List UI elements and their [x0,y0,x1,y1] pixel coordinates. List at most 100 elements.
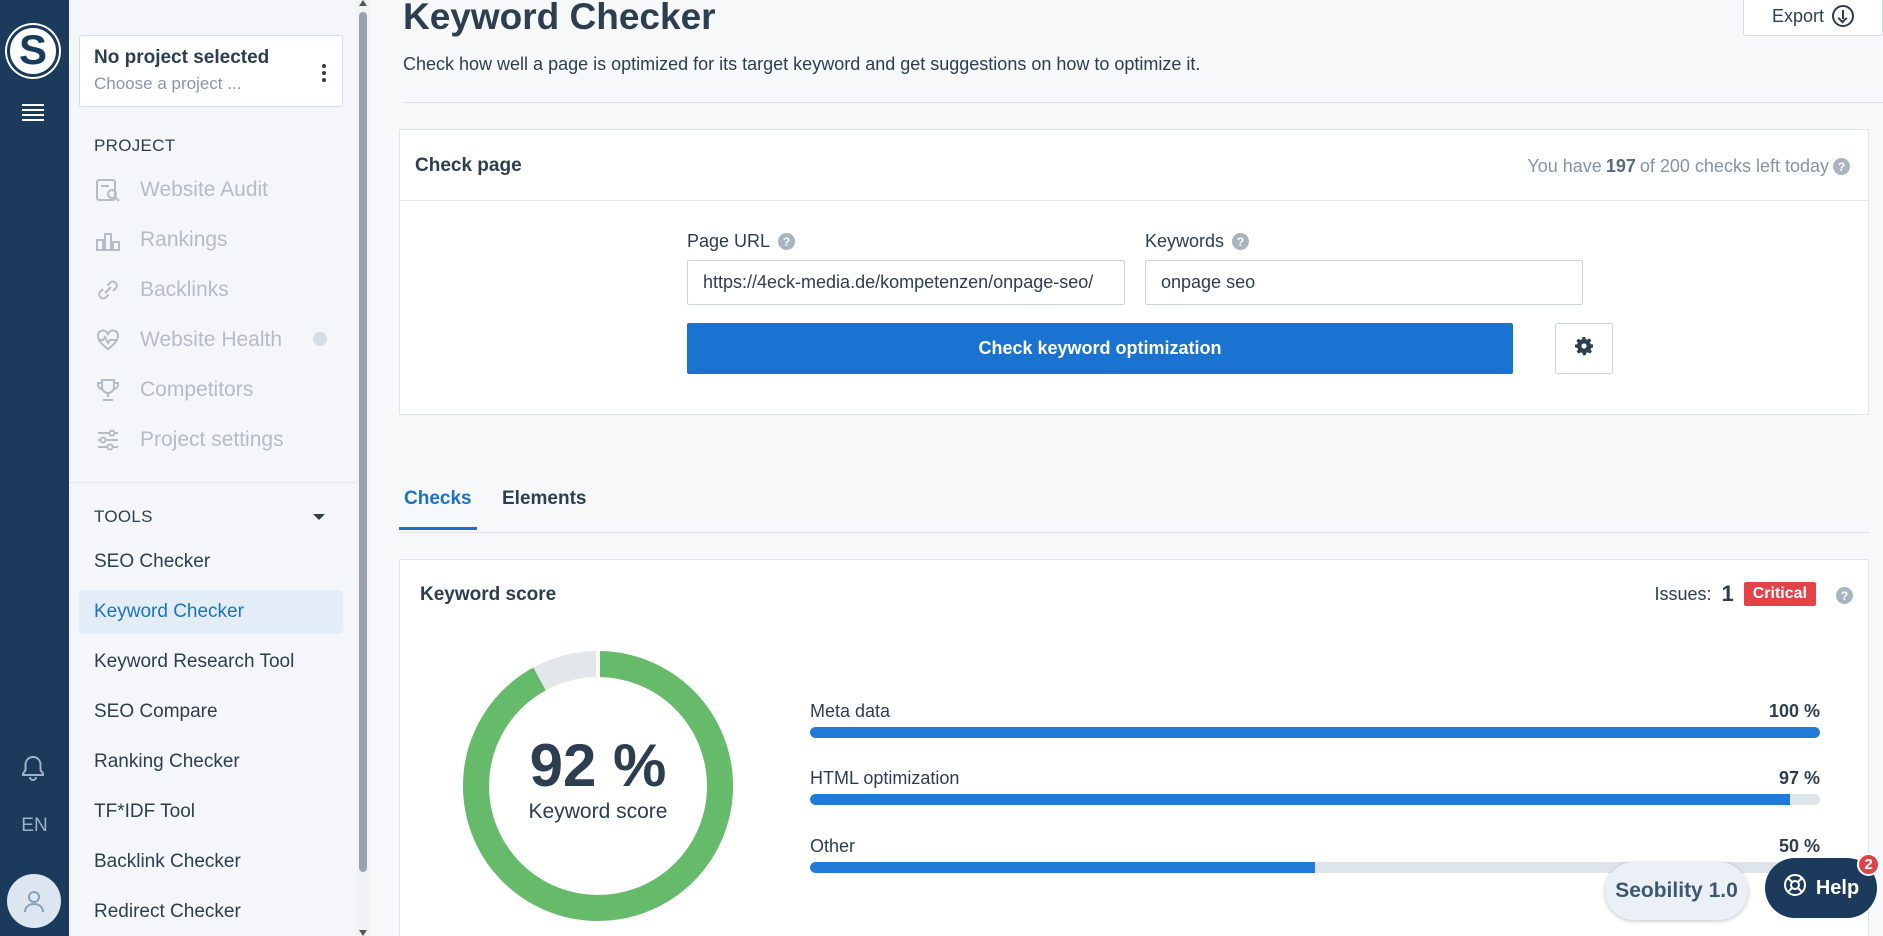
seobility-logo[interactable]: S [7,25,59,77]
heart-pulse-icon [94,326,122,354]
scroll-up-icon[interactable] [359,0,367,6]
sidebar-tool-seo-checker[interactable]: SEO Checker [94,551,211,572]
keyword-score-title: Keyword score [420,584,557,605]
gear-icon [1572,334,1596,363]
download-icon [1832,5,1855,27]
quota-count: 197 [1605,156,1636,176]
sidebar-item-backlinks[interactable]: Backlinks [94,275,229,305]
main-content: Keyword Checker Check how well a page is… [369,0,1883,936]
menu-icon[interactable] [22,104,44,122]
sidebar-item-label: Competitors [140,378,254,401]
user-avatar-icon[interactable] [7,874,61,928]
sidebar-tool-backlink-checker[interactable]: Backlink Checker [94,851,241,872]
audit-icon [94,176,122,204]
score-row-percent: 100 % [1768,701,1820,721]
check-keyword-optimization-button[interactable]: Check keyword optimization [687,323,1513,374]
sidebar-tool-keyword-checker[interactable]: Keyword Checker [79,590,343,634]
scroll-down-icon[interactable] [359,930,367,936]
score-row-label: Meta data [810,701,891,721]
keywords-input[interactable] [1145,260,1583,305]
keyword-score-donut [463,648,733,921]
sidebar-item-website-audit[interactable]: Website Audit [94,175,268,205]
sidebar-tool-seo-compare[interactable]: SEO Compare [94,701,218,722]
progress-track [810,862,1820,873]
page-url-label: Page URL ? [687,231,796,252]
sidebar-tool-redirect-checker[interactable]: Redirect Checker [94,901,241,922]
lifebuoy-icon [1783,873,1807,903]
trophy-icon [94,376,122,404]
bell-icon[interactable] [20,754,46,782]
page-url-input[interactable] [687,260,1125,305]
progress-fill [810,727,1820,738]
quota-prefix: You have [1527,156,1602,176]
rankings-icon [94,226,122,254]
help-label: Help [1815,876,1860,899]
sidebar-item-website-health[interactable]: Website Health [94,325,282,355]
language-switch[interactable]: EN [21,815,48,836]
sidebar-item-label: Website Health [140,328,283,351]
keywords-label-text: Keywords [1145,231,1225,251]
project-selector[interactable]: No project selected Choose a project ... [79,35,343,107]
checks-quota: You have 197 of 200 checks left today ? [1527,156,1850,177]
donut-center-label: 92 % Keyword score [460,736,736,824]
scrollbar-thumb[interactable] [359,12,367,872]
help-icon[interactable]: ? [778,233,796,250]
result-tabs: Checks Elements [399,470,1869,533]
issues-label: Issues: [1654,583,1712,604]
help-icon[interactable]: ? [1833,158,1850,175]
sidebar-item-label: Rankings [140,228,228,251]
sidebar-item-competitors[interactable]: Competitors [94,375,253,405]
seobility-version-button[interactable]: Seobility 1.0 [1605,862,1748,920]
help-icon[interactable]: ? [1836,587,1853,604]
progress-track [810,727,1820,738]
keyword-score-value: 92 % [529,732,667,799]
sidebar-item-rankings[interactable]: Rankings [94,225,228,255]
score-row-label: Other [810,836,856,856]
settings-button[interactable] [1555,323,1613,374]
progress-fill [810,794,1790,805]
notification-badge: 2 [1857,853,1880,876]
app-rail: S EN [0,0,69,936]
progress-fill [810,862,1315,873]
page-url-label-text: Page URL [687,231,771,251]
tools-section-label: TOOLS [94,507,153,526]
health-status-dot [313,332,327,346]
quota-suffix: of 200 checks left today [1639,156,1829,176]
check-page-title: Check page [415,155,522,176]
chevron-down-icon[interactable] [313,514,325,520]
export-button[interactable]: Export [1743,0,1883,36]
score-row-label: HTML optimization [810,768,960,788]
critical-badge: Critical [1743,582,1816,606]
project-selector-title: No project selected [94,47,270,68]
sidebar-tool-keyword-research[interactable]: Keyword Research Tool [94,651,295,672]
backlinks-icon [94,276,122,304]
kebab-menu-icon[interactable] [322,64,326,82]
keyword-score-caption: Keyword score [528,800,668,823]
sidebar-item-project-settings[interactable]: Project settings [94,425,284,455]
page-description: Check how well a page is optimized for i… [403,54,1201,74]
keywords-label: Keywords ? [1145,231,1250,252]
project-selector-hint: Choose a project ... [94,74,242,93]
sidebar-item-label: Project settings [140,428,284,451]
sidebar-divider [69,482,369,483]
tab-checks[interactable]: Checks [399,488,477,530]
page-title: Keyword Checker [403,0,716,37]
export-label: Export [1771,5,1825,26]
sidebar-tool-tfidf[interactable]: TF*IDF Tool [94,801,196,822]
help-icon[interactable]: ? [1232,233,1250,250]
sidebar-scrollbar[interactable] [356,0,369,936]
header-divider [403,102,1883,103]
issues-summary: Issues: 1 Critical [1654,581,1816,607]
sidebar: No project selected Choose a project ...… [69,0,369,936]
check-page-header: Check page You have 197 of 200 checks le… [400,130,1868,201]
sidebar-item-label: Website Audit [140,178,269,201]
project-section-label: PROJECT [94,136,176,155]
issues-count: 1 [1721,581,1734,606]
logo-letter: S [18,26,47,73]
score-row-percent: 50 % [1778,836,1820,856]
sidebar-tool-ranking-checker[interactable]: Ranking Checker [94,751,240,772]
score-row-percent: 97 % [1778,768,1820,788]
check-page-card: Check page You have 197 of 200 checks le… [399,129,1869,415]
progress-track [810,794,1820,805]
tab-elements[interactable]: Elements [502,488,587,509]
